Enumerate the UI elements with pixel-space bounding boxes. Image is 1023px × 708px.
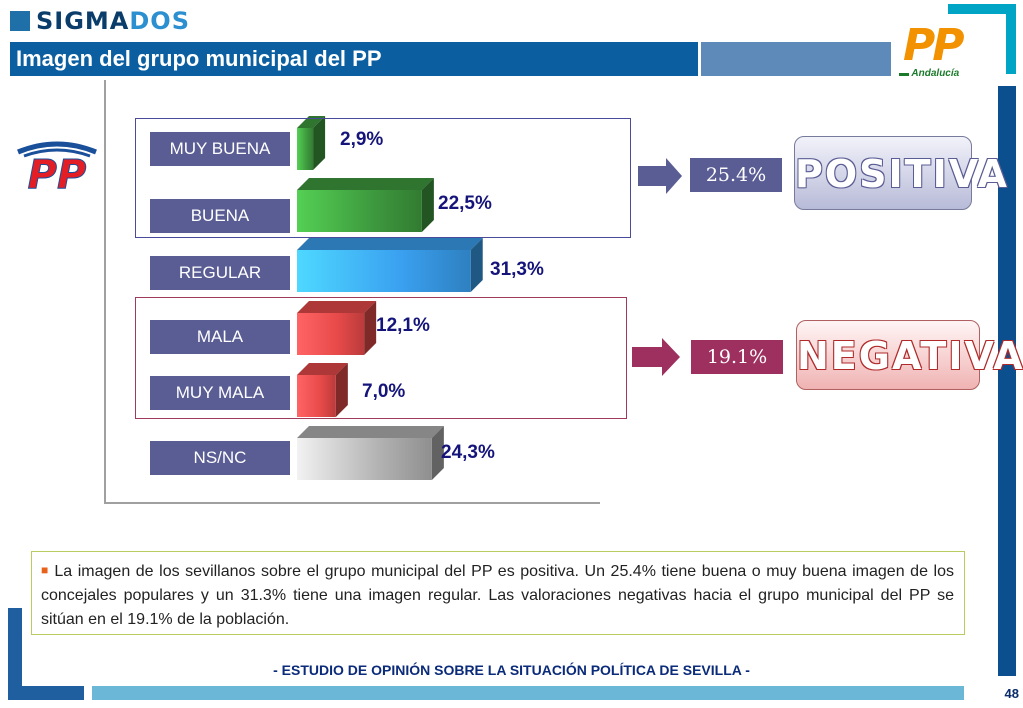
bar-top-face [297, 116, 326, 128]
page-number: 48 [1004, 686, 1019, 701]
bar-side-face [335, 363, 348, 417]
bar-top-face [297, 238, 483, 250]
bottom-left-accent [8, 686, 84, 700]
page-title: Imagen del grupo municipal del PP [16, 46, 382, 71]
value-label-ns-nc: 24,3% [441, 442, 495, 463]
bar-regular [297, 238, 483, 292]
right-side-bar [998, 86, 1016, 676]
category-label-regular: REGULAR [150, 256, 290, 290]
negative-total: 19.1% [691, 340, 783, 374]
category-label-muy-mala: MUY MALA [150, 376, 290, 410]
party-logo-subtitle: ▬ Andalucía [899, 68, 960, 79]
bar-front-face [297, 128, 314, 170]
bar-front-face [297, 190, 422, 232]
corner-accent-horizontal [948, 4, 1016, 14]
bar-mala [297, 301, 377, 355]
bar-ns-nc [297, 426, 444, 480]
bar-side-face [364, 301, 377, 355]
bullet-icon: ■ [41, 563, 50, 577]
bar-side-face [313, 116, 326, 170]
category-label-ns-nc: NS/NC [150, 441, 290, 475]
category-label-mala: MALA [150, 320, 290, 354]
value-label-buena: 22,5% [438, 193, 492, 214]
bar-front-face [297, 250, 471, 292]
negative-group-box [135, 297, 627, 419]
footer-text: - ESTUDIO DE OPINIÓN SOBRE LA SITUACIÓN … [273, 662, 750, 678]
bar-muy-buena [297, 116, 326, 170]
positive-badge: POSITIVA [794, 136, 1007, 210]
title-bar [10, 42, 698, 76]
party-mark-text: PP [28, 152, 87, 196]
positive-total: 25.4% [690, 158, 782, 192]
arrow-right-icon-negative [632, 338, 680, 376]
brand-name: SIGMADOS [36, 7, 190, 35]
corner-accent-vertical [1006, 4, 1016, 74]
value-label-muy-buena: 2,9% [340, 129, 384, 150]
value-label-mala: 12,1% [376, 315, 430, 336]
brand-logo: SIGMADOS [10, 7, 190, 35]
negative-badge: NEGATIVA [796, 320, 1023, 390]
positive-group-box [135, 118, 631, 238]
bar-top-face [297, 301, 377, 313]
arrow-right-icon-positive [638, 158, 682, 194]
bottom-bar [92, 686, 964, 700]
bar-front-face [297, 375, 336, 417]
party-mark-icon: PP [17, 141, 97, 196]
brand-square-icon [10, 11, 30, 31]
bar-muy-mala [297, 363, 348, 417]
party-logo-text: PP [903, 20, 964, 71]
title-bar-extension [701, 42, 891, 76]
bar-front-face [297, 438, 432, 480]
category-label-buena: BUENA [150, 199, 290, 233]
note-text: La imagen de los sevillanos sobre el gru… [41, 563, 954, 628]
bar-side-face [470, 238, 483, 292]
value-label-regular: 31,3% [490, 259, 544, 280]
party-logo [893, 22, 1001, 78]
bar-front-face [297, 313, 365, 355]
bar-top-face [297, 178, 434, 190]
bar-top-face [297, 363, 348, 375]
bar-top-face [297, 426, 444, 438]
note-box: ■ La imagen de los sevillanos sobre el gr… [31, 551, 965, 635]
bar-side-face [421, 178, 434, 232]
category-label-muy-buena: MUY BUENA [150, 132, 290, 166]
bar-side-face [431, 426, 444, 480]
left-bottom-accent [8, 608, 22, 698]
bar-buena [297, 178, 434, 232]
value-label-muy-mala: 7,0% [362, 381, 406, 402]
